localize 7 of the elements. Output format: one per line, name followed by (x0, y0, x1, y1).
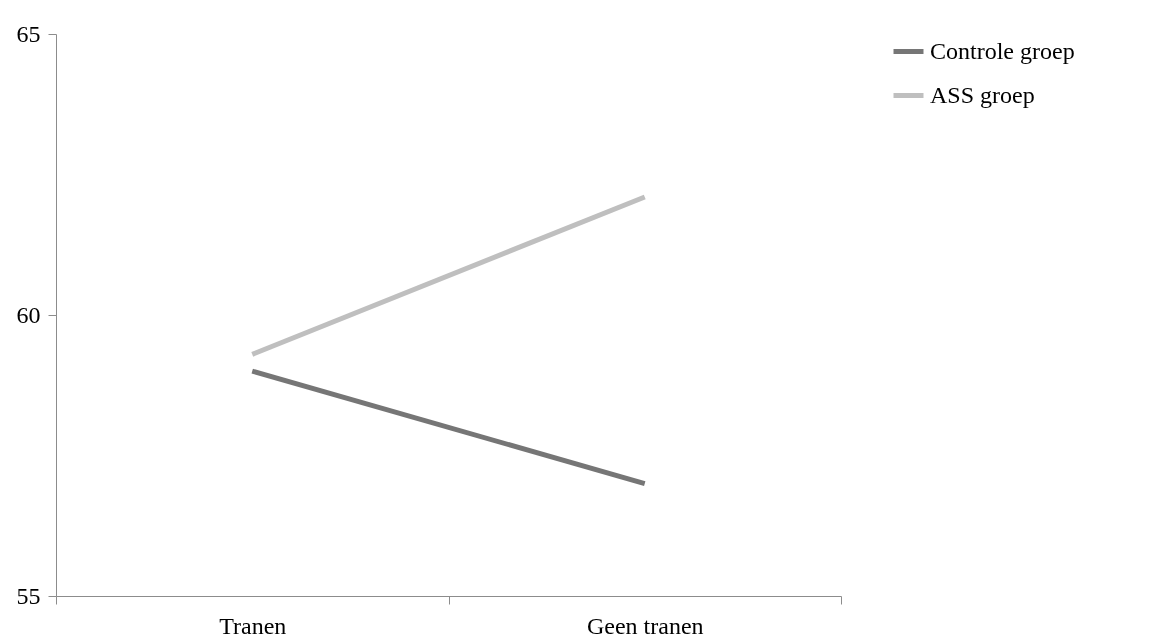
x-tick-label: Geen tranen (586, 612, 704, 639)
legend-label: ASS groep (930, 81, 1035, 108)
y-tick-label: 65 (16, 20, 41, 47)
x-tick-label: Tranen (219, 612, 287, 639)
y-tick-label: 55 (16, 582, 41, 609)
y-tick-label: 60 (16, 301, 41, 328)
legend-label: Controle groep (930, 37, 1075, 64)
